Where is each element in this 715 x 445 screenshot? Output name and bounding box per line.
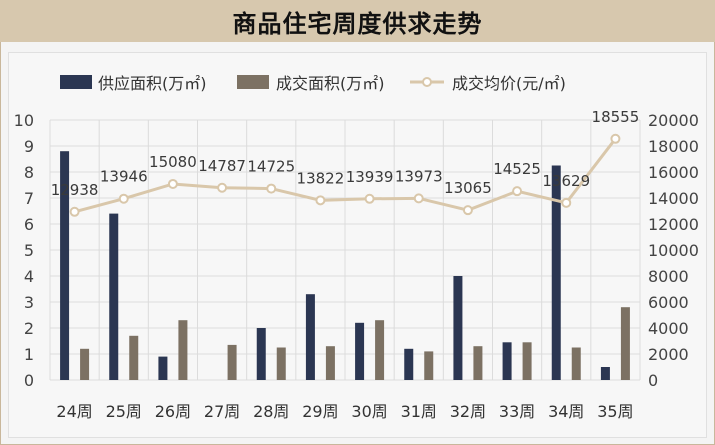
price-point	[462, 205, 473, 216]
y-left-tick-label: 8	[24, 163, 34, 182]
price-point	[167, 178, 178, 189]
x-tick-label: 26周	[155, 402, 191, 421]
price-point	[561, 197, 572, 208]
x-tick-label: 28周	[253, 402, 289, 421]
price-point	[413, 193, 424, 204]
supply-bar	[158, 356, 168, 380]
price-point	[266, 183, 277, 194]
x-tick-label: 32周	[450, 402, 486, 421]
y-left-tick-label: 10	[14, 111, 34, 130]
x-tick-label: 31周	[401, 402, 437, 421]
supply-bar	[305, 294, 315, 380]
x-tick-label: 25周	[106, 402, 142, 421]
chart-title: 商品住宅周度供求走势	[232, 9, 483, 38]
x-tick-label: 35周	[597, 402, 633, 421]
price-data-label: 14525	[493, 160, 541, 178]
price-data-label: 13065	[444, 179, 492, 197]
price-data-label: 14725	[247, 158, 295, 176]
y-right-tick-label: 20000	[648, 111, 699, 130]
legend-price-marker	[422, 77, 432, 87]
y-left-tick-label: 2	[24, 319, 34, 338]
x-tick-label: 33周	[499, 402, 535, 421]
y-right-tick-label: 10000	[648, 241, 699, 260]
legend-deal-label: 成交面积(万㎡)	[276, 74, 385, 93]
y-left-tick-label: 7	[24, 189, 34, 208]
deal-bar	[375, 320, 385, 380]
y-left-tick-label: 1	[24, 345, 34, 364]
supply-bar	[256, 328, 266, 380]
supply-bar	[60, 151, 70, 380]
price-data-label: 13822	[297, 169, 345, 187]
legend-price-label: 成交均价(元/㎡)	[452, 74, 566, 93]
price-data-label: 13629	[542, 172, 590, 190]
deal-bar	[178, 320, 188, 380]
x-tick-label: 34周	[548, 402, 584, 421]
y-right-tick-label: 8000	[648, 267, 689, 286]
deal-bar	[276, 347, 286, 380]
deal-bar	[620, 307, 630, 380]
deal-bar	[129, 335, 139, 380]
price-data-label: 13973	[395, 167, 443, 185]
price-point	[315, 195, 326, 206]
price-point	[610, 133, 621, 144]
price-point	[512, 186, 523, 197]
y-left-tick-label: 6	[24, 215, 34, 234]
y-left-tick-label: 0	[24, 371, 34, 390]
y-left-tick-label: 9	[24, 137, 34, 156]
supply-bar	[355, 322, 365, 380]
price-point	[69, 206, 80, 217]
y-right-tick-label: 2000	[648, 345, 689, 364]
supply-bar	[404, 348, 414, 380]
price-point	[217, 182, 228, 193]
legend-supply-swatch	[60, 75, 92, 89]
deal-bar	[227, 344, 237, 380]
y-right-tick-label: 14000	[648, 189, 699, 208]
deal-bar	[473, 346, 483, 380]
supply-bar	[109, 213, 119, 380]
x-tick-label: 24周	[56, 402, 92, 421]
y-left-tick-label: 5	[24, 241, 34, 260]
price-data-label: 15080	[149, 153, 197, 171]
x-tick-label: 30周	[351, 402, 387, 421]
y-right-tick-label: 4000	[648, 319, 689, 338]
deal-bar	[80, 348, 90, 380]
deal-bar	[522, 342, 532, 380]
title-bar: 商品住宅周度供求走势	[0, 0, 715, 42]
supply-bar	[600, 367, 610, 380]
price-point	[118, 193, 129, 204]
grid-lines	[49, 119, 641, 381]
y-right-tick-label: 16000	[648, 163, 699, 182]
price-data-label: 12938	[51, 181, 99, 199]
y-right-tick-label: 0	[648, 371, 658, 390]
price-data-label: 13939	[346, 168, 394, 186]
deal-bar	[325, 346, 335, 380]
legend-deal-swatch	[237, 75, 269, 89]
y-right-tick-label: 12000	[648, 215, 699, 234]
legend-supply-label: 供应面积(万㎡)	[98, 74, 207, 93]
price-data-label: 14787	[198, 157, 246, 175]
y-right-tick-label: 18000	[648, 137, 699, 156]
supply-bar	[453, 276, 463, 380]
supply-bar	[502, 342, 512, 380]
y-left-tick-label: 3	[24, 293, 34, 312]
deal-bar	[424, 351, 434, 380]
price-data-label: 18555	[592, 108, 640, 126]
x-tick-label: 27周	[204, 402, 240, 421]
x-tick-label: 29周	[302, 402, 338, 421]
supply-bar	[551, 165, 561, 380]
y-right-tick-label: 6000	[648, 293, 689, 312]
price-point	[364, 193, 375, 204]
y-left-tick-label: 4	[24, 267, 34, 286]
deal-bar	[571, 347, 581, 380]
price-data-label: 13946	[100, 168, 148, 186]
price-line	[74, 137, 617, 214]
